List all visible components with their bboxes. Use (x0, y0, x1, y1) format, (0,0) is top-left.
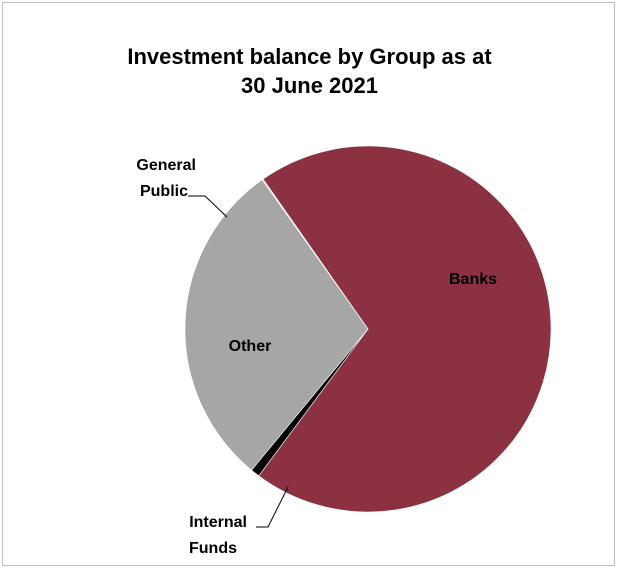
pie-slice-banks (258, 145, 552, 513)
other-label: Other (229, 338, 272, 355)
banks-label: Banks (449, 271, 497, 288)
general-public-label-line-1: General (136, 157, 196, 174)
internal-funds-label-line-2: Funds (189, 540, 237, 557)
pie-slice-other (184, 179, 369, 471)
chart-title-line-2: 30 June 2021 (241, 73, 378, 98)
internal-funds-leader-line (256, 486, 289, 528)
general-public-label-line-2: Public (140, 183, 188, 200)
chart-title-line-1: Investment balance by Group as at (127, 44, 492, 69)
pie-slices (184, 145, 552, 513)
general-public-leader-line (188, 195, 228, 218)
pie-slice-general-public (261, 178, 369, 330)
internal-funds-label-line-1: Internal (189, 514, 247, 531)
